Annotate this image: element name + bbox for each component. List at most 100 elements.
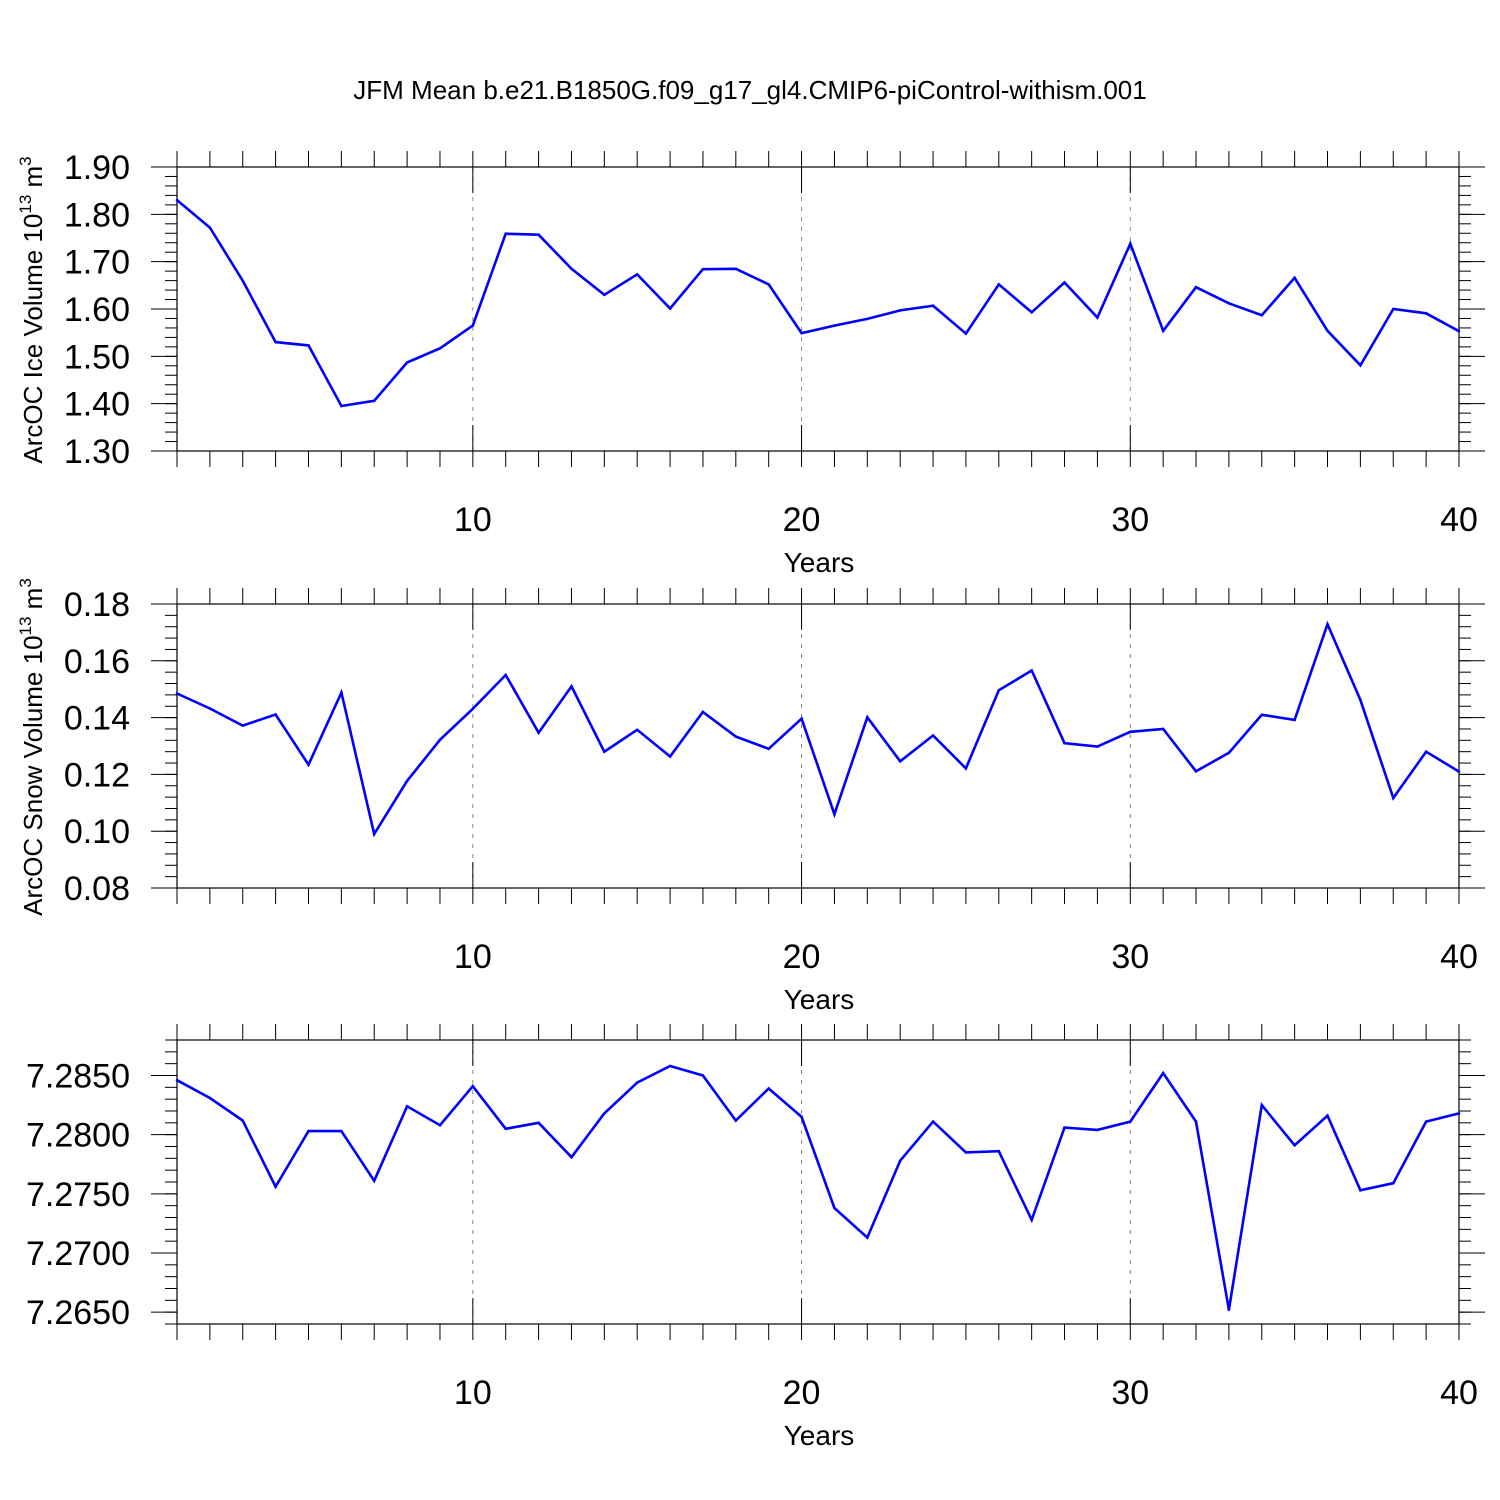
data-point <box>438 738 442 742</box>
data-point <box>1063 1126 1066 1129</box>
data-point <box>767 747 770 751</box>
data-point <box>1194 1120 1198 1123</box>
chart-panel-2: 0.08 0.10 0.12 0.14 0.16 0.18 10 20 30 40 Years Arc… <box>16 578 1485 1015</box>
x-tick-label: 30 <box>1111 1374 1149 1412</box>
y-axis-label-superscript: 3 <box>16 578 35 587</box>
data-point <box>1096 1128 1099 1132</box>
y-axis-label-superscript: 3 <box>16 156 35 165</box>
data-point <box>570 685 573 688</box>
data-point <box>1457 329 1461 333</box>
data-point <box>898 309 902 312</box>
data-point <box>241 1119 244 1122</box>
y-axis-label-part: ArcOC Ice Volume 10 <box>18 214 48 464</box>
y-tick-label: 7.2750 <box>26 1176 130 1214</box>
data-point <box>1129 1120 1132 1123</box>
data-point <box>1030 311 1033 314</box>
data-point <box>635 728 639 732</box>
y-tick-label: 1.90 <box>64 149 130 187</box>
data-point <box>405 779 409 783</box>
data-point <box>1129 242 1132 245</box>
data-point <box>208 226 212 229</box>
data-point <box>274 340 277 344</box>
data-point <box>1030 669 1033 672</box>
data-point <box>1063 281 1066 284</box>
data-point <box>898 760 902 763</box>
data-point <box>931 1120 935 1123</box>
y-tick-label: 7.2850 <box>26 1058 130 1096</box>
data-point <box>1392 796 1395 800</box>
data-point <box>603 293 606 297</box>
data-point <box>1359 364 1362 367</box>
data-point <box>340 691 343 694</box>
data-point <box>1424 312 1428 315</box>
data-point <box>570 1155 573 1159</box>
y-tick-label: 0.18 <box>64 586 130 624</box>
data-point <box>405 1105 409 1108</box>
y-tick-label: 1.70 <box>64 244 130 282</box>
data-point <box>800 331 803 335</box>
data-point <box>438 1123 442 1127</box>
data-point <box>964 332 968 335</box>
data-point <box>307 1129 310 1133</box>
data-point <box>175 692 179 695</box>
data-point <box>767 283 770 286</box>
y-axis-label-part: m <box>18 166 48 195</box>
data-point <box>471 324 475 327</box>
data-point <box>997 1149 1001 1153</box>
y-tick-label: 0.12 <box>64 756 130 794</box>
data-point <box>471 1084 475 1088</box>
data-point <box>964 1151 968 1154</box>
x-tick-label: 10 <box>454 1374 492 1412</box>
data-point <box>931 734 935 737</box>
data-point <box>1161 727 1165 731</box>
y-tick-label: 0.14 <box>64 700 130 738</box>
y-axis-label-part: ArcOC Snow Volume 10 <box>18 635 48 915</box>
data-point <box>1161 329 1165 333</box>
data-point <box>1457 770 1461 773</box>
data-point <box>701 1074 705 1077</box>
data-point <box>866 1236 869 1239</box>
data-point <box>1096 745 1099 748</box>
x-tick-label: 20 <box>783 501 821 539</box>
plot-frame <box>176 166 1460 452</box>
data-point <box>1227 751 1231 755</box>
data-point <box>997 689 1001 692</box>
series-line <box>176 620 1460 838</box>
data-point <box>1424 1120 1428 1123</box>
x-tick-label: 40 <box>1440 938 1478 976</box>
data-point <box>931 304 935 308</box>
data-point <box>1194 285 1198 289</box>
data-point <box>537 1121 540 1125</box>
data-point <box>997 283 1001 286</box>
data-point <box>307 763 310 766</box>
plot-frame <box>176 1039 1460 1325</box>
data-point <box>668 755 672 758</box>
data-point <box>537 731 540 734</box>
x-tick-label: 20 <box>783 1374 821 1412</box>
data-point <box>1227 1308 1231 1312</box>
figure-title: JFM Mean b.e21.B1850G.f09_g17_gl4.CMIP6-… <box>353 75 1146 105</box>
data-point <box>1227 302 1231 305</box>
x-tick-label: 30 <box>1111 501 1149 539</box>
y-axis-label-superscript: 13 <box>16 195 35 214</box>
data-point <box>603 1112 606 1115</box>
data-point <box>1359 698 1362 702</box>
data-point <box>898 1159 902 1162</box>
data-point <box>307 344 310 347</box>
x-axis-label: Years <box>784 1420 855 1451</box>
x-tick-label: 40 <box>1440 501 1478 539</box>
y-tick-label: 1.80 <box>64 196 130 234</box>
x-tick-label: 10 <box>454 938 492 976</box>
data-point <box>471 707 475 711</box>
y-tick-label: 0.10 <box>64 813 130 851</box>
data-point <box>1326 329 1329 333</box>
data-point <box>504 673 508 677</box>
data-point <box>1096 316 1099 319</box>
y-axis-label-superscript: 13 <box>16 617 35 636</box>
series-line <box>176 1064 1460 1311</box>
data-point <box>668 307 672 310</box>
data-point <box>274 713 277 716</box>
data-point <box>340 1129 343 1133</box>
data-point <box>635 1081 639 1084</box>
y-tick-label: 1.60 <box>64 291 130 329</box>
